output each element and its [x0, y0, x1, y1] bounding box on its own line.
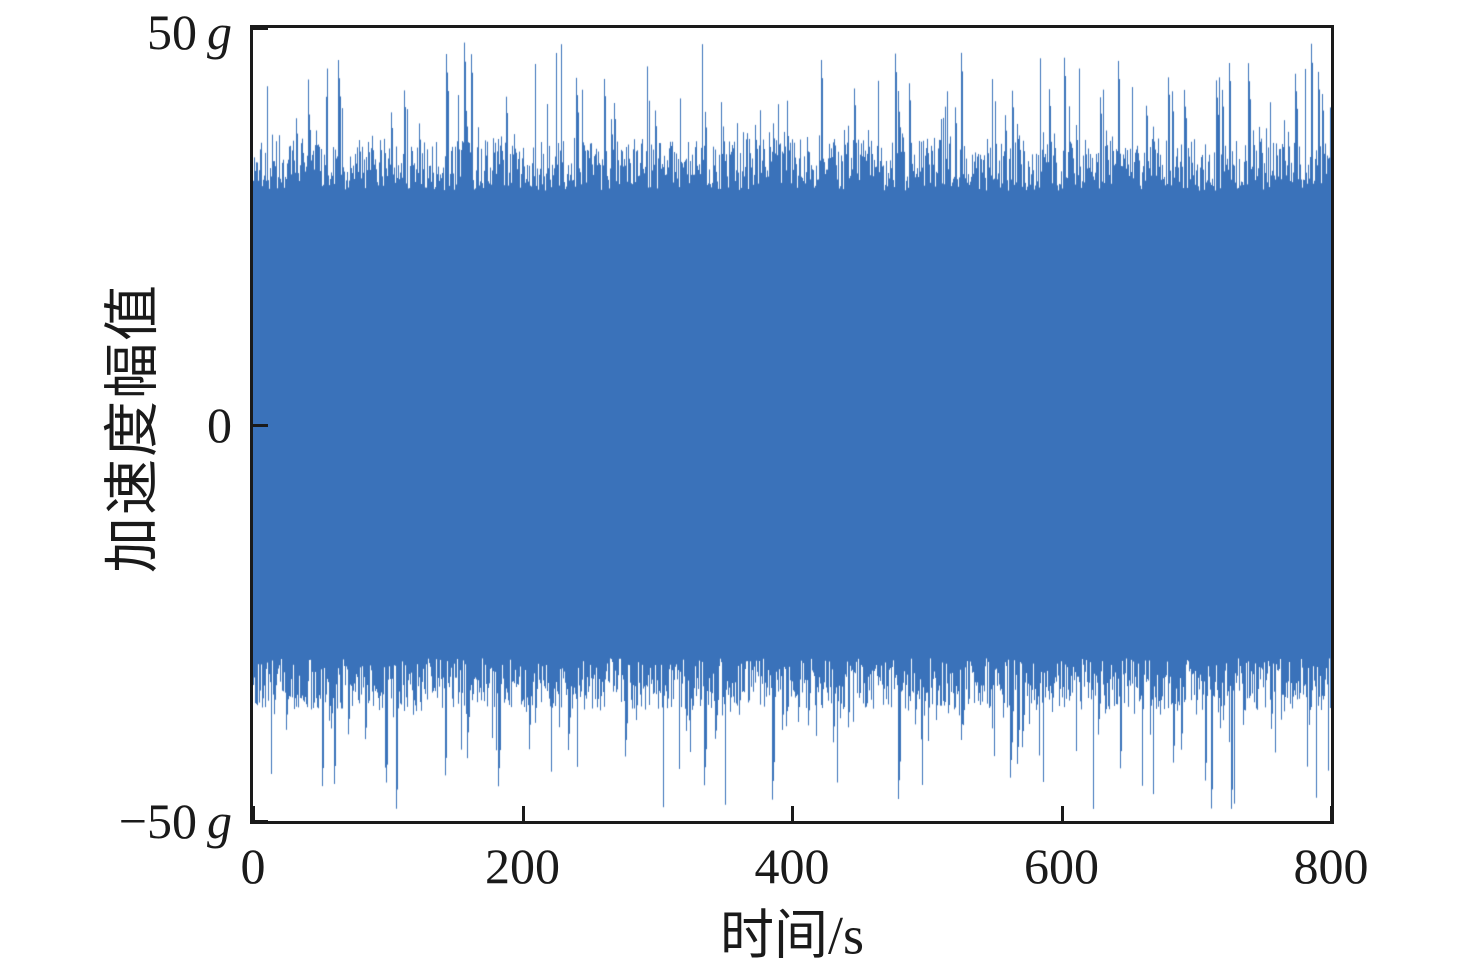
y-tick: [253, 820, 268, 823]
x-tick: [1061, 806, 1064, 821]
x-tick: [252, 806, 255, 821]
x-tick: [522, 806, 525, 821]
y-tick: [253, 27, 268, 30]
x-tick-label: 400: [754, 838, 830, 894]
y-tick-label: 0: [207, 397, 232, 453]
plot-area: [250, 25, 1334, 824]
x-axis-label: 时间/s: [719, 905, 865, 966]
x-tick: [791, 806, 794, 821]
x-tick-label: 800: [1293, 838, 1369, 894]
x-tick-label: 200: [485, 838, 560, 894]
x-tick-label: 600: [1024, 838, 1099, 894]
y-tick-label: 50 g: [147, 4, 232, 60]
x-tick-label: 0: [240, 838, 266, 894]
x-tick: [1330, 806, 1333, 821]
y-tick: [253, 424, 268, 427]
y-tick-label: −50 g: [118, 793, 232, 849]
acceleration-signal-waveform: [253, 28, 1331, 821]
